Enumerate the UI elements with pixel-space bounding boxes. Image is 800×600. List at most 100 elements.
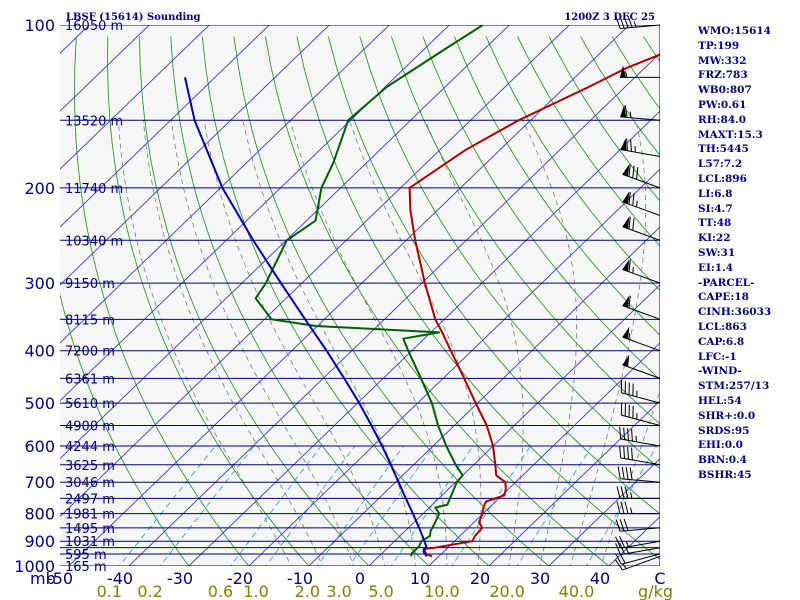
pressure-tick-label: 500 bbox=[24, 394, 55, 413]
wind-barb bbox=[620, 402, 661, 426]
barb-staff bbox=[620, 540, 661, 549]
wind-barb bbox=[622, 191, 661, 216]
barb-half-flag bbox=[630, 507, 633, 514]
barb-pennant bbox=[620, 138, 627, 151]
temperature-tick-label: 30 bbox=[530, 569, 550, 588]
wind-barb bbox=[616, 486, 660, 499]
barb-staff bbox=[620, 527, 661, 532]
barb-staff bbox=[620, 478, 661, 483]
height-label: 595 m bbox=[65, 548, 107, 563]
barb-flag bbox=[632, 218, 635, 231]
mixing-ratio-label: 10.0 bbox=[424, 582, 460, 600]
height-label: 1981 m bbox=[65, 508, 115, 523]
dry-adiabat bbox=[296, 36, 660, 560]
mixing-ratio-label: 2.0 bbox=[295, 582, 320, 600]
index-entry: LFC:-1 bbox=[698, 350, 737, 363]
barb-flag bbox=[617, 466, 621, 479]
barb-half-flag bbox=[634, 145, 636, 153]
height-label: 2497 m bbox=[65, 492, 115, 507]
wind-barb bbox=[622, 295, 661, 320]
barb-flag bbox=[628, 216, 631, 230]
barb-flag bbox=[628, 191, 631, 205]
dry-adiabat bbox=[453, 36, 660, 336]
index-entry: RH:84.0 bbox=[698, 113, 747, 126]
wind-barb bbox=[620, 105, 661, 121]
mixing-ratio-line bbox=[316, 445, 404, 566]
barb-flag bbox=[624, 403, 626, 417]
barb-flag bbox=[620, 486, 625, 499]
height-label: 3046 m bbox=[65, 476, 115, 491]
isotherm bbox=[60, 25, 390, 344]
barb-staff bbox=[620, 438, 661, 447]
wind-barb bbox=[620, 380, 661, 404]
isotherm bbox=[548, 458, 660, 566]
barb-flag bbox=[616, 501, 621, 514]
barb-half-flag bbox=[625, 540, 629, 547]
wind-barb bbox=[615, 15, 661, 29]
barb-flag bbox=[619, 16, 625, 29]
index-entry: SI:4.7 bbox=[698, 202, 733, 215]
dry-adiabat bbox=[74, 36, 250, 566]
barb-flag bbox=[625, 467, 629, 480]
index-entry: -PARCEL- bbox=[698, 276, 755, 289]
isotherm bbox=[0, 13, 42, 578]
isotherm bbox=[60, 25, 330, 286]
index-entry: CINH:36033 bbox=[698, 306, 772, 319]
index-entry: WMO:15614 bbox=[698, 25, 771, 37]
barb-flag bbox=[630, 139, 632, 152]
isotherm bbox=[60, 25, 210, 170]
barb-flag bbox=[632, 405, 634, 419]
mixing-ratio-label: 20.0 bbox=[489, 582, 525, 600]
isotherm bbox=[60, 25, 510, 460]
index-entry: STM:257/13 bbox=[698, 380, 770, 393]
wind-barb bbox=[622, 216, 661, 241]
barb-half-flag bbox=[628, 333, 631, 340]
height-label: 8115 m bbox=[65, 313, 115, 328]
barb-flag bbox=[615, 543, 622, 555]
index-entry: FRZ:783 bbox=[698, 69, 748, 82]
dry-adiabat bbox=[485, 36, 660, 292]
barb-flag bbox=[632, 383, 634, 396]
barb-pennant bbox=[622, 259, 630, 272]
barb-flag bbox=[615, 559, 623, 571]
wind-barb bbox=[622, 354, 661, 379]
barb-half-flag bbox=[625, 71, 628, 78]
barb-half-flag bbox=[635, 435, 637, 442]
mixing-ratio-label: 5.0 bbox=[368, 582, 393, 600]
index-entry: BRN:0.4 bbox=[698, 454, 747, 467]
index-entry: TP:199 bbox=[698, 39, 740, 52]
barb-staff bbox=[622, 364, 661, 379]
index-entry: EHI:0.0 bbox=[698, 439, 743, 452]
height-label: 1031 m bbox=[65, 535, 115, 550]
parcel-trajectory bbox=[184, 77, 428, 557]
chart-title: LBSF (15614) Sounding bbox=[66, 12, 201, 23]
mixing-ratio-line bbox=[348, 445, 434, 566]
barb-flag bbox=[623, 446, 626, 459]
temperature-tick-label: -30 bbox=[167, 569, 193, 588]
height-label: 3625 m bbox=[65, 459, 115, 474]
height-label: 4244 m bbox=[65, 440, 115, 455]
barb-flag bbox=[624, 381, 626, 394]
index-entry: WB0:807 bbox=[698, 84, 752, 97]
isotherm bbox=[308, 226, 660, 566]
barb-flag bbox=[627, 15, 633, 28]
barb-flag bbox=[619, 426, 622, 440]
barb-flag bbox=[623, 15, 629, 28]
temperature-tick-label: -10 bbox=[287, 569, 313, 588]
barb-flag bbox=[636, 166, 639, 180]
mixing-ratio-label: 0.2 bbox=[137, 582, 162, 600]
pressure-tick-label: 100 bbox=[24, 16, 55, 35]
pressure-tick-label: 900 bbox=[24, 532, 55, 551]
dewpoint-profile bbox=[254, 25, 484, 557]
mixing-ratio-line bbox=[230, 445, 322, 566]
wind-barb bbox=[622, 326, 661, 352]
height-label: 5610 m bbox=[65, 397, 115, 412]
isotherm bbox=[248, 168, 660, 566]
index-entry: TH:5445 bbox=[698, 143, 749, 156]
index-entry: MW:332 bbox=[698, 54, 747, 67]
wind-barb bbox=[615, 535, 661, 549]
barb-flag bbox=[624, 501, 629, 514]
barb-half-flag bbox=[630, 492, 633, 499]
temperature-tick-label: -20 bbox=[227, 569, 253, 588]
